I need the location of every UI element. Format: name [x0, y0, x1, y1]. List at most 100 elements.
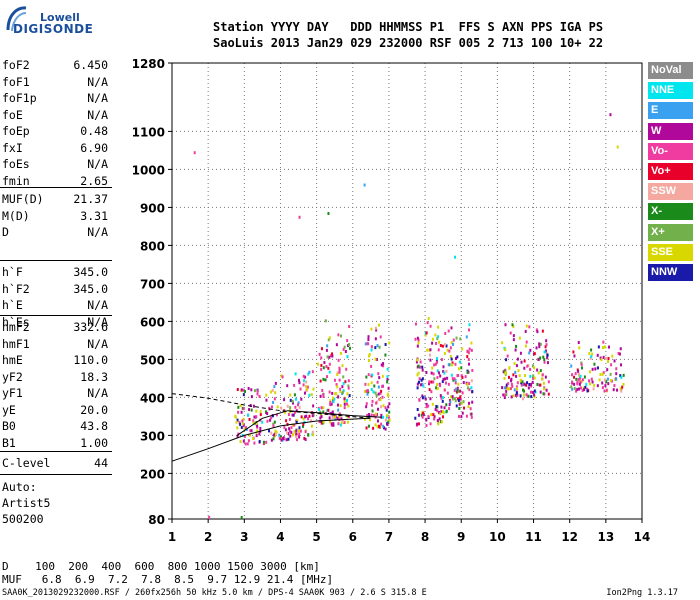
- echo-pixel: [512, 373, 515, 377]
- echo-pixel: [348, 343, 351, 347]
- echo-pixel: [466, 386, 469, 390]
- echo-pixel: [243, 389, 246, 393]
- echo-pixel: [417, 364, 420, 368]
- echo-pixel: [545, 388, 548, 392]
- echo-pixel: [293, 411, 296, 415]
- echo-pixel: [372, 413, 375, 417]
- echo-pixel: [586, 389, 589, 393]
- echo-pixel: [457, 399, 460, 403]
- echo-pixel: [591, 380, 594, 384]
- param-name: yF2: [2, 369, 23, 384]
- param-name: B0: [2, 419, 16, 433]
- echo-pixel: [305, 384, 308, 388]
- param-separator: [0, 451, 112, 452]
- echo-pixel: [320, 367, 323, 371]
- echo-pixel: [337, 333, 340, 337]
- echo-pixel: [416, 344, 419, 348]
- param-name: h`Es: [2, 314, 30, 329]
- echo-pixel: [240, 425, 243, 429]
- echo-pixel: [286, 422, 289, 426]
- param-name: B1: [2, 435, 16, 450]
- echo-pixel: [271, 405, 274, 409]
- echo-pixel: [579, 380, 582, 384]
- echo-pixel: [429, 324, 432, 328]
- echo-pixel: [298, 378, 301, 382]
- echo-pixel: [252, 404, 255, 408]
- echo-pixel: [449, 395, 452, 399]
- echo-pixel: [505, 383, 508, 387]
- echo-pixel: [530, 382, 533, 386]
- x-tick-label: 6: [349, 530, 357, 544]
- echo-pixel: [543, 387, 546, 391]
- echo-pixel: [515, 385, 518, 389]
- echo-pixel: [455, 404, 458, 408]
- echo-pixel: [242, 439, 245, 443]
- echo-pixel: [516, 357, 519, 361]
- echo-pixel: [416, 408, 419, 412]
- echo-pixel: [576, 387, 579, 391]
- echo-pixel: [602, 346, 605, 350]
- echo-pixel: [445, 369, 448, 373]
- echo-pixel: [457, 414, 460, 418]
- echo-pixel: [427, 415, 430, 419]
- echo-pixel: [573, 382, 576, 386]
- echo-pixel: [592, 387, 595, 391]
- echo-pixel: [437, 348, 440, 352]
- echo-pixel: [505, 393, 508, 397]
- echo-pixel: [271, 388, 274, 392]
- legend-item: SSE: [648, 243, 693, 261]
- echo-pixel: [255, 421, 258, 425]
- echo-pixel: [242, 423, 245, 427]
- echo-pixel: [272, 424, 275, 428]
- echo-pixel: [442, 365, 445, 369]
- echo-pixel: [387, 394, 390, 398]
- echo-pixel: [381, 385, 384, 389]
- echo-pixel: [383, 426, 386, 430]
- echo-pixel: [432, 413, 435, 417]
- echo-pixel: [605, 380, 608, 384]
- echo-pixel: [416, 422, 419, 426]
- echo-pixel: [619, 387, 622, 391]
- echo-pixel: [293, 423, 296, 427]
- echo-pixel: [539, 390, 542, 394]
- echo-pixel: [532, 376, 535, 380]
- echo-pixel: [583, 388, 586, 392]
- echo-pixel: [375, 401, 378, 405]
- echo-pixel: [328, 390, 331, 394]
- echo-pixel: [256, 389, 259, 393]
- echo-pixel: [255, 434, 258, 438]
- echo-pixel: [428, 388, 431, 392]
- echo-pixel: [520, 381, 523, 385]
- echo-pixel: [599, 356, 602, 360]
- echo-pixel: [299, 387, 302, 391]
- echo-pixel: [433, 363, 436, 367]
- echo-pixel: [328, 336, 331, 340]
- echo-pixel: [241, 422, 244, 426]
- echo-pixel: [529, 390, 532, 394]
- echo-pixel: [312, 387, 315, 391]
- echo-pixel: [234, 414, 237, 418]
- echo-pixel: [381, 374, 384, 378]
- echo-pixel: [419, 365, 422, 369]
- echo-pixel: [621, 385, 624, 389]
- echo-pixel: [437, 325, 440, 329]
- echo-pixel: [444, 331, 447, 335]
- echo-pixel: [419, 383, 422, 387]
- echo-pixel: [466, 370, 469, 374]
- echo-pixel: [326, 375, 329, 379]
- echo-pixel: [468, 328, 471, 332]
- echo-pixel: [280, 406, 283, 410]
- echo-pixel: [297, 403, 300, 407]
- echo-pixel: [294, 372, 297, 376]
- echo-pixel: [416, 358, 419, 362]
- echo-pixel: [436, 337, 439, 341]
- echo-pixel: [421, 415, 424, 419]
- echo-pixel: [328, 355, 331, 359]
- echo-pixel: [250, 388, 253, 392]
- echo-pixel: [572, 350, 575, 354]
- echo-pixel: [241, 406, 244, 410]
- echo-pixel: [440, 405, 443, 409]
- param-name: foF1: [2, 74, 30, 89]
- echo-pixel: [520, 360, 523, 364]
- echo-pixel: [348, 346, 351, 350]
